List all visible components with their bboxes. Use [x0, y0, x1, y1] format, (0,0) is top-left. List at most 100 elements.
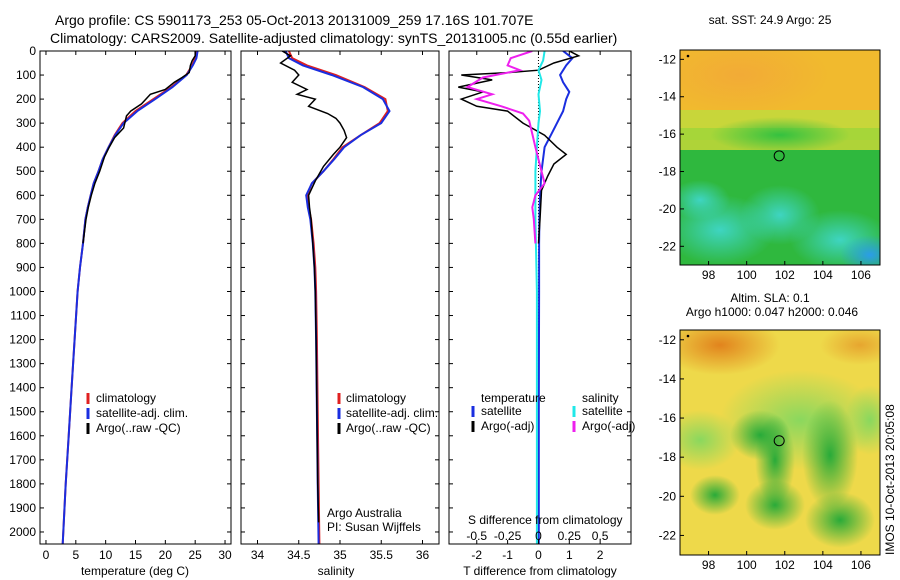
map-y-tick-label: -12 [659, 333, 677, 347]
x-top-tick-label: 0.5 [592, 529, 609, 543]
map-x-tick-label: 98 [702, 268, 716, 282]
series-line-argo-raw-qc- [82, 51, 196, 244]
temperature-profile-series [61, 51, 199, 544]
sst-map-image [680, 50, 880, 265]
y-tick-label: 0 [29, 44, 36, 58]
x-tick-label: 5 [72, 548, 79, 562]
difference-profile-series [458, 51, 581, 544]
x-tick-label: 35 [333, 548, 347, 562]
y-tick-label: 1300 [9, 357, 36, 371]
map-y-tick-label: -20 [659, 489, 677, 503]
y-tick-label: 2000 [9, 525, 36, 539]
x-tick-label: 1 [566, 548, 573, 562]
y-tick-label: 1800 [9, 477, 36, 491]
map-y-tick-label: -18 [659, 450, 677, 464]
map-x-tick-label: 98 [702, 558, 716, 572]
series-line-temperature-satellite [537, 51, 574, 544]
temperature-legend: climatology satellite-adj. clim. Argo(..… [86, 391, 188, 435]
x-tick-label: 2 [597, 548, 604, 562]
legend-argo-label: Argo(..raw -QC) [346, 421, 431, 435]
map-corner-dot [686, 334, 690, 338]
plot-frame [39, 50, 232, 545]
credit-line1: Argo Australia [327, 506, 402, 520]
legend-temperature-title: temperature [481, 391, 546, 405]
y-tick-label: 1700 [9, 453, 36, 467]
series-line-salinity-argo-adj- [465, 51, 546, 244]
map-x-tick-label: 106 [851, 268, 871, 282]
x-top-tick-label: -0.25 [494, 529, 522, 543]
x-tick-label: 10 [99, 548, 113, 562]
x-tick-label: 30 [218, 548, 232, 562]
map-y-tick-label: -14 [659, 372, 677, 386]
imos-timestamp: IMOS 10-Oct-2013 20:05:08 [883, 404, 897, 555]
map-x-tick-label: 102 [775, 268, 795, 282]
x-tick-label: -2 [471, 548, 482, 562]
difference-legend: temperature salinity satellite Argo(-adj… [468, 391, 635, 527]
sla-map-title-line2: Argo h1000: 0.047 h2000: 0.046 [686, 305, 858, 319]
y-tick-label: 1500 [9, 405, 36, 419]
legend-salinity-title: salinity [582, 391, 619, 405]
map-corner-dot [686, 54, 690, 58]
series-line-temperature-argo-adj- [458, 51, 581, 244]
figure-title-line1: Argo profile: CS 5901173_253 05-Oct-2013… [55, 12, 534, 28]
difference-profile-panel: -2 -1 0 1 2 -0.5 -0.25 0 0.25 0.5 T difference fro… [448, 50, 632, 578]
series-line-salinity-satellite [534, 51, 546, 544]
salinity-profile-panel: 34 34.5 35 35.5 36 salinity [240, 50, 440, 578]
salinity-profile-series [279, 51, 391, 544]
series-line-argo-raw-qc- [279, 51, 348, 523]
legend-clim-label: climatology [96, 391, 156, 405]
map-y-tick-label: -20 [659, 202, 677, 216]
x-tick-label: 25 [189, 548, 203, 562]
map-y-tick-label: -22 [659, 528, 677, 542]
y-tick-label: 800 [16, 236, 36, 250]
series-line-climatology [61, 51, 198, 544]
legend-ssat-label: satellite [582, 404, 623, 418]
x-tick-label: 35.5 [370, 548, 394, 562]
map-x-tick-label: 104 [813, 268, 833, 282]
map-x-tick-label: 106 [851, 558, 871, 572]
plot-frame [448, 50, 632, 545]
x-top-tick-label: -0.5 [466, 529, 487, 543]
s-difference-label: S difference from climatology [468, 513, 623, 527]
series-line-satellite-adj-clim- [61, 51, 199, 544]
legend-sat-label: satellite-adj. clim. [346, 406, 438, 420]
sla-map-axes: 98 100 102 104 106 -12 -14 -16 -18 -20 -22 [659, 329, 881, 572]
x-tick-label: 36 [416, 548, 430, 562]
argo-position-marker [773, 435, 785, 447]
x-axis-label: temperature (deg C) [81, 564, 189, 578]
y-tick-label: 1000 [9, 284, 36, 298]
x-tick-label: 34.5 [287, 548, 311, 562]
legend-sargo-label: Argo(-adj) [582, 419, 635, 433]
x-top-tick-label: 0.25 [558, 529, 582, 543]
y-tick-label: 1100 [10, 309, 36, 323]
y-tick-label: 300 [16, 116, 36, 130]
plot-frame [240, 50, 440, 545]
y-tick-label: 500 [16, 164, 36, 178]
figure-title-line2: Climatology: CARS2009. Satellite-adjuste… [50, 30, 618, 46]
sla-map-image [680, 330, 880, 555]
legend-sat-label: satellite-adj. clim. [96, 406, 188, 420]
salinity-legend: climatology satellite-adj. clim. Argo(..… [327, 391, 438, 534]
x-axis-label: T difference from climatology [463, 564, 617, 578]
temperature-profile-panel: 0 5 10 15 20 25 30 temperature (deg C) 0 100 200 30… [9, 44, 232, 578]
argo-position-marker [773, 150, 785, 162]
x-tick-label: 0 [535, 548, 542, 562]
map-frame [679, 49, 881, 266]
map-x-tick-label: 100 [737, 268, 757, 282]
x-axis-label: salinity [318, 564, 355, 578]
y-tick-label: 1600 [9, 429, 36, 443]
sla-map-title-line1: Altim. SLA: 0.1 [730, 291, 810, 305]
series-line-climatology [287, 51, 389, 544]
x-tick-label: 15 [129, 548, 143, 562]
legend-clim-label: climatology [346, 391, 406, 405]
sst-map-axes: 98 100 102 104 106 -12 -14 -16 -18 -20 -22 [659, 49, 881, 282]
x-tick-label: 20 [159, 548, 173, 562]
y-tick-label: 700 [16, 212, 36, 226]
y-tick-label: 100 [16, 68, 36, 82]
map-y-tick-label: -12 [659, 52, 677, 66]
y-tick-label: 400 [16, 140, 36, 154]
map-x-tick-label: 100 [737, 558, 757, 572]
y-tick-label: 1400 [9, 381, 36, 395]
x-top-tick-label: 0 [535, 529, 542, 543]
